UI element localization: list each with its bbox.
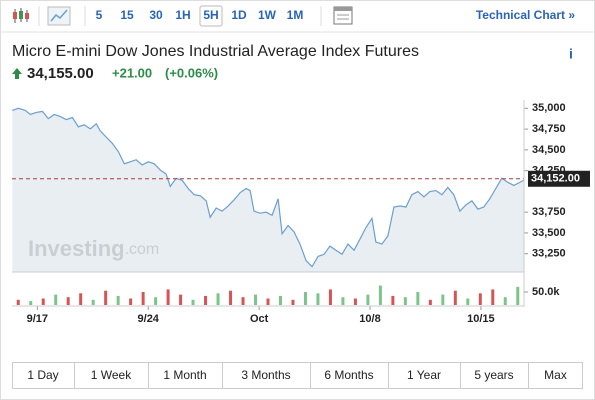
reference-label-box	[528, 170, 590, 187]
volume-bar	[79, 293, 83, 305]
x-tick-label: 9/17	[27, 313, 48, 325]
watermark-suffix: .com	[125, 241, 160, 258]
instrument-title: Micro E-mini Dow Jones Industrial Averag…	[12, 43, 419, 60]
interval-button[interactable]: 5H	[203, 8, 218, 22]
volume-bar	[291, 299, 295, 305]
volume-bar	[204, 295, 208, 305]
volume-bar	[391, 295, 395, 305]
volume-bar	[341, 297, 345, 305]
y-tick-label: 34,500	[532, 144, 566, 156]
y-tick-label: 35,000	[532, 102, 566, 114]
volume-bar	[366, 294, 370, 305]
price-line	[12, 107, 525, 268]
volume-bar	[29, 301, 33, 305]
volume-bar	[54, 294, 58, 305]
range-button[interactable]: 1 Week	[91, 368, 132, 382]
volume-bar	[403, 297, 407, 305]
reference-label: 34,152.00	[531, 173, 580, 185]
volume-tick-label: 50.0k	[532, 286, 560, 298]
range-button[interactable]: 6 Months	[324, 368, 373, 382]
interval-button[interactable]: 1W	[258, 8, 277, 22]
range-button[interactable]: 1 Year	[407, 368, 441, 382]
volume-bar	[316, 293, 320, 305]
volume-bar	[441, 294, 445, 305]
volume-bar	[516, 286, 520, 305]
x-tick-label: 10/8	[359, 313, 380, 325]
volume-bar	[241, 297, 245, 305]
watermark-brand: Investing	[28, 236, 125, 261]
interval-button[interactable]: 15	[120, 8, 134, 22]
price-area	[12, 108, 524, 273]
volume-bar	[191, 299, 195, 305]
range-button[interactable]: 5 years	[474, 368, 513, 382]
volume-bar	[141, 292, 145, 305]
price-change: +21.00	[112, 65, 152, 80]
volume-bar	[378, 285, 382, 305]
x-tick-label: 10/15	[467, 313, 495, 325]
volume-bar	[453, 290, 457, 305]
volume-bar	[278, 295, 282, 305]
x-tick-label: Oct	[250, 313, 269, 325]
volume-bar	[254, 294, 258, 305]
volume-bar	[503, 297, 507, 305]
volume-bar	[416, 292, 420, 305]
interval-button[interactable]: 1M	[287, 8, 304, 22]
range-button[interactable]: 1 Day	[27, 368, 58, 382]
volume-bar	[353, 298, 357, 305]
volume-bar	[266, 298, 270, 305]
volume-bar	[491, 289, 495, 305]
area-icon[interactable]	[47, 6, 71, 26]
y-tick-label: 33,500	[532, 227, 566, 239]
volume-bar	[66, 297, 70, 305]
volume-bar	[216, 293, 220, 305]
watermark: Investing.com	[28, 236, 159, 261]
interval-button[interactable]: 30	[149, 8, 163, 22]
info-icon[interactable]: i	[569, 46, 573, 62]
interval-button[interactable]: 1D	[231, 8, 247, 22]
volume-bar	[478, 293, 482, 305]
volume-bar	[41, 298, 45, 305]
up-arrow	[12, 68, 22, 79]
volume-bar	[129, 298, 133, 305]
range-bar	[12, 362, 583, 389]
volume-bar	[166, 289, 170, 305]
volume-bar	[16, 299, 20, 305]
price-change-percent: (+0.06%)	[165, 65, 218, 80]
technical-chart-link[interactable]: Technical Chart »	[476, 8, 575, 22]
selected-interval-box	[199, 5, 223, 27]
indicator-icon[interactable]	[333, 6, 353, 25]
interval-button[interactable]: 1H	[175, 8, 190, 22]
y-tick-label: 34,750	[532, 123, 566, 135]
volume-bar	[328, 289, 332, 305]
volume-bar	[428, 299, 432, 305]
last-price: 34,155.00	[27, 65, 94, 82]
volume-bar	[104, 290, 108, 305]
volume-bar	[154, 297, 158, 305]
volume-bar	[116, 295, 120, 305]
x-tick-label: 9/24	[138, 313, 160, 325]
y-tick-label: 33,750	[532, 206, 566, 218]
y-tick-label: 33,250	[532, 248, 566, 260]
range-button[interactable]: 1 Month	[163, 368, 206, 382]
candle-icon[interactable]	[13, 8, 29, 23]
range-button[interactable]: 3 Months	[241, 368, 290, 382]
volume-bar	[466, 298, 470, 305]
volume-bar	[303, 292, 307, 305]
volume-bar	[91, 299, 95, 305]
interval-button[interactable]: 5	[96, 8, 103, 22]
volume-bar	[229, 290, 233, 305]
volume-bar	[179, 294, 183, 305]
range-button[interactable]: Max	[544, 368, 567, 382]
